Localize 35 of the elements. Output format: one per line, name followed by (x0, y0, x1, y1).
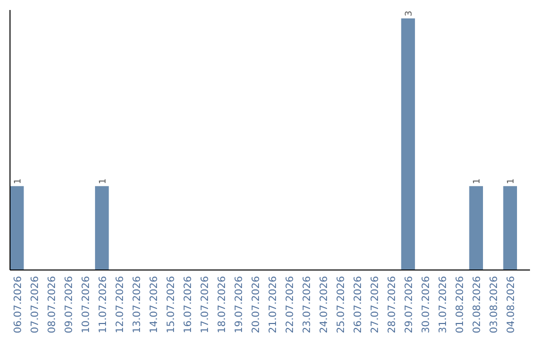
data-label: 1 (472, 178, 483, 184)
x-tick-label: 19.07.2026 (234, 276, 245, 334)
x-tick-label: 06.07.2026 (12, 276, 24, 334)
x-tick-label: 31.07.2026 (438, 276, 450, 334)
x-tick-label: 12.07.2026 (114, 276, 126, 334)
x-tick-label: 09.07.2026 (64, 276, 75, 334)
data-label: 1 (98, 178, 108, 184)
x-tick-label: 25.07.2026 (336, 276, 348, 334)
x-tick-label: 02.08.2026 (472, 276, 484, 334)
x-tick-label: 01.08.2026 (455, 276, 466, 334)
x-tick-label: 16.07.2026 (182, 276, 194, 334)
x-tick-label: 08.07.2026 (46, 276, 58, 334)
x-tick-label: 17.07.2026 (200, 276, 211, 334)
x-tick-label: 30.07.2026 (421, 276, 432, 334)
data-label: 1 (13, 178, 24, 184)
x-tick-label: 28.07.2026 (387, 276, 398, 334)
x-tick-label: 10.07.2026 (80, 276, 92, 334)
x-tick-label: 14.07.2026 (148, 276, 160, 334)
x-tick-label: 29.07.2026 (404, 276, 416, 334)
x-tick-label: 23.07.2026 (302, 276, 314, 334)
x-tick-label: 07.07.2026 (30, 276, 41, 334)
data-label: 1 (506, 178, 517, 184)
x-tick-label: 26.07.2026 (353, 276, 364, 334)
data-label: 3 (404, 10, 415, 16)
x-tick-label: 21.07.2026 (268, 276, 280, 334)
x-tick-label: 04.08.2026 (506, 276, 518, 334)
x-tick-label: 22.07.2026 (285, 276, 296, 334)
x-tick-label: 20.07.2026 (250, 276, 262, 334)
x-tick-label: 03.08.2026 (489, 276, 500, 334)
x-tick-label: 24.07.2026 (319, 276, 330, 334)
x-tick-label: 13.07.2026 (132, 276, 143, 334)
x-tick-label: 27.07.2026 (370, 276, 382, 334)
x-tick-label: 18.07.2026 (216, 276, 228, 334)
x-tick-label: 15.07.2026 (166, 276, 177, 334)
x-tick-label: 11.07.2026 (98, 276, 109, 334)
